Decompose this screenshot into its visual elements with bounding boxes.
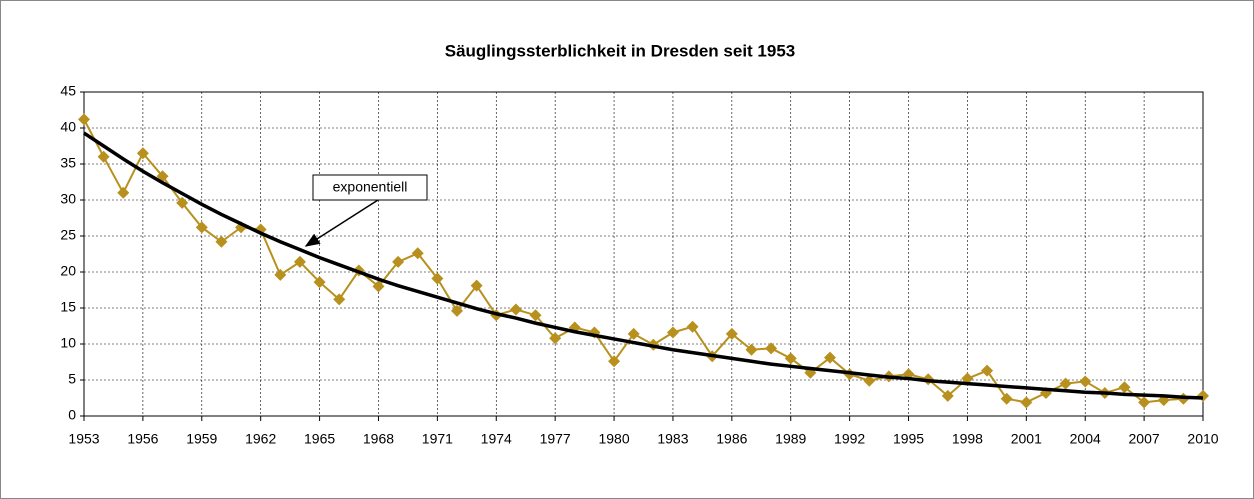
data-point [686,320,699,333]
data-point [431,272,444,285]
y-tick-label: 0 [68,407,76,423]
x-tick-label: 2004 [1070,431,1101,447]
data-point [981,364,994,377]
data-point [313,276,326,289]
data-point [195,221,208,234]
chart-title: Säuglingssterblichkeit in Dresden seit 1… [445,41,796,60]
x-tick-label: 1959 [186,431,217,447]
data-point [863,374,876,387]
data-point [549,332,562,345]
data-point [784,352,797,365]
data-point [961,372,974,385]
y-tick-label: 40 [60,119,76,135]
data-point [1118,381,1131,394]
data-point [293,255,306,268]
x-tick-label: 1953 [68,431,99,447]
data-point [941,389,954,402]
data-point [824,351,836,364]
x-tick-label: 2007 [1129,431,1160,447]
x-tick-label: 1977 [540,431,571,447]
x-tick-label: 1980 [598,431,629,447]
x-tick-label: 1989 [775,431,806,447]
data-point [1020,396,1033,409]
x-tick-label: 2010 [1187,431,1218,447]
data-point [411,247,424,260]
x-tick-label: 1962 [245,431,276,447]
data-point [215,235,228,248]
data-point [765,342,778,355]
y-tick-label: 15 [60,299,76,315]
data-point [470,279,483,292]
data-point [666,326,679,339]
x-tick-label: 1995 [893,431,924,447]
data-point [117,186,130,199]
data-point [1079,375,1092,388]
data-point [97,150,110,163]
y-tick-label: 20 [60,263,76,279]
x-tick-label: 1956 [127,431,158,447]
y-tick-label: 5 [68,371,76,387]
data-point [745,343,758,356]
data-point [372,280,385,293]
data-point [1138,396,1151,409]
x-tick-label: 1983 [657,431,688,447]
x-tick-label: 1965 [304,431,335,447]
data-point [136,147,149,160]
x-tick-label: 1998 [952,431,983,447]
x-tick-label: 1971 [422,431,453,447]
y-tick-label: 25 [60,227,76,243]
y-tick-label: 45 [60,83,76,99]
x-tick-label: 1986 [716,431,747,447]
y-tick-label: 10 [60,335,76,351]
plot-border [83,91,1204,417]
y-tick-label: 35 [60,155,76,171]
x-tick-label: 2001 [1011,431,1042,447]
series-line [83,118,1204,404]
data-point [509,303,522,316]
annotation-box [312,174,428,201]
data-point [1000,392,1013,405]
data-point [529,309,542,322]
annotation-label: exponentiell [333,179,408,195]
data-point [627,327,640,340]
y-tick-label: 30 [60,191,76,207]
data-point [176,196,189,209]
data-point [392,255,405,268]
data-point [274,268,287,281]
x-tick-label: 1968 [363,431,394,447]
data-point [333,293,346,306]
data-point [725,327,738,340]
data-point [1059,377,1072,390]
data-point [608,355,621,368]
annotation-arrow [304,199,379,247]
trendline [83,131,1204,400]
x-tick-label: 1974 [481,431,512,447]
data-point [78,113,90,126]
data-point [451,304,463,317]
x-tick-label: 1992 [834,431,865,447]
